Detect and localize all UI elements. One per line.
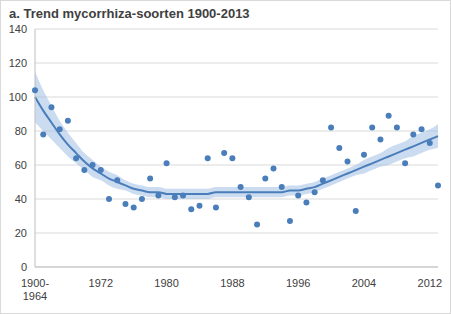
html-text:a. Trend mycorrhiza-soorten 19: a. Trend mycorrhiza-soorten 1900-2013 xyxy=(9,6,250,21)
svg-text:1972: 1972 xyxy=(89,277,113,289)
svg-text:80: 80 xyxy=(15,125,27,137)
svg-text:2004: 2004 xyxy=(352,277,376,289)
svg-text:0: 0 xyxy=(21,261,27,273)
svg-text:120: 120 xyxy=(9,57,27,69)
svg-text:60: 60 xyxy=(15,159,27,171)
svg-text:1980: 1980 xyxy=(154,277,178,289)
svg-text:20: 20 xyxy=(15,227,27,239)
svg-text:1900-1964: 1900-1964 xyxy=(21,277,49,302)
svg-text:1996: 1996 xyxy=(286,277,310,289)
svg-text:2012: 2012 xyxy=(418,277,442,289)
svg-text:40: 40 xyxy=(15,193,27,205)
svg-text:100: 100 xyxy=(9,91,27,103)
svg-text:1988: 1988 xyxy=(220,277,244,289)
svg-text:140: 140 xyxy=(9,23,27,35)
